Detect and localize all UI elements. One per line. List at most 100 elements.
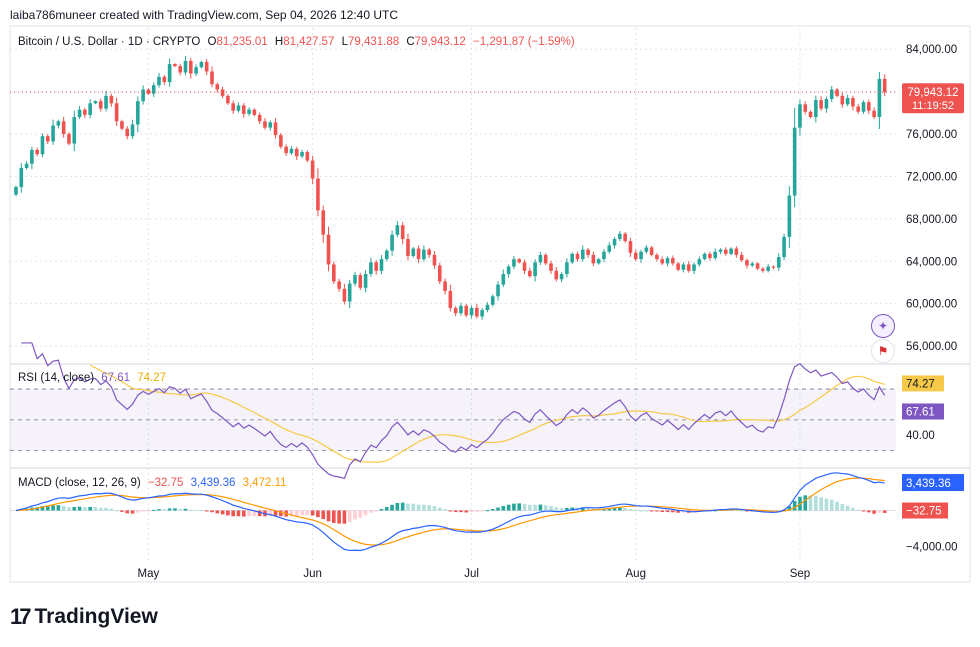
candle-body	[596, 259, 601, 264]
candle-body	[745, 260, 749, 266]
rsi-axis-label: 40.00	[906, 430, 935, 442]
high-value: H81,427.57	[274, 36, 335, 48]
price-axis-label: 64,000.00	[906, 256, 957, 268]
candle-body	[279, 135, 283, 147]
candle-body	[337, 281, 341, 289]
candle-body	[856, 106, 861, 112]
brand-logo: 17 TradingView	[10, 604, 158, 630]
candle-body	[241, 105, 246, 114]
candle-body	[787, 195, 792, 237]
price-axis-label: 60,000.00	[906, 299, 957, 311]
magic-icon[interactable]: ✦	[871, 314, 895, 338]
macd-hist-bar	[490, 509, 495, 511]
macd-hist-bar	[469, 510, 474, 512]
candle-body	[464, 305, 469, 316]
macd-hist-bar	[146, 510, 151, 512]
macd-hist-bar	[877, 510, 882, 513]
candle-body	[226, 95, 230, 104]
macd-hist-bar	[305, 510, 310, 515]
candle-body	[273, 122, 278, 136]
macd-hist-bar	[369, 510, 373, 513]
macd-hist-bar	[559, 508, 564, 511]
macd-hist-bar	[671, 510, 675, 513]
macd-hist-bar	[141, 510, 145, 512]
candle-body	[215, 84, 220, 90]
macd-hist-bar	[586, 507, 590, 511]
macd-hist-bar	[861, 510, 866, 512]
candle-body	[543, 254, 548, 264]
macd-hist-bar	[464, 510, 469, 513]
candle-body	[395, 225, 400, 235]
macd-name[interactable]: MACD (close, 12, 26, 9)	[18, 477, 141, 489]
candle-body	[83, 109, 87, 115]
candle-body	[19, 167, 24, 188]
macd-hist-bar	[247, 510, 251, 517]
candle-body	[231, 103, 235, 111]
candle-body	[692, 264, 696, 271]
candle-body	[522, 262, 527, 271]
macd-hist-bar	[761, 510, 765, 512]
candle-body	[718, 249, 723, 252]
macd-hist-bar	[358, 510, 363, 518]
candle-body	[294, 148, 299, 157]
macd-hist-bar	[528, 504, 532, 511]
candle-body	[443, 281, 447, 291]
candle-body	[867, 102, 871, 111]
candle-body	[798, 104, 802, 128]
candle-body	[289, 148, 294, 154]
low-value: L79,431.88	[341, 36, 400, 48]
macd-hist-bar	[342, 510, 347, 524]
macd-hist-bar	[607, 508, 612, 511]
candle-body	[109, 95, 114, 104]
macd-hist-bar	[220, 510, 225, 515]
macd-hist-bar	[554, 507, 559, 511]
candle-body	[188, 60, 193, 74]
candle-body	[750, 263, 755, 266]
macd-signal-value: 3,472.11	[242, 477, 287, 489]
candle-body	[316, 178, 320, 211]
macd-hist-bar	[273, 510, 278, 516]
macd-hist-bar	[279, 510, 283, 517]
candle-body	[480, 310, 484, 317]
macd-hist-bar	[77, 506, 82, 511]
candle-body	[686, 264, 691, 271]
macd-hist-bar	[40, 506, 45, 511]
macd-hist-bar	[167, 508, 172, 511]
macd-hist-bar	[538, 504, 543, 511]
macd-hist-bar	[803, 495, 808, 511]
candle-body	[570, 253, 574, 263]
candle-body	[114, 103, 119, 122]
candle-body	[268, 122, 273, 128]
symbol-name[interactable]: Bitcoin / U.S. Dollar · 1D · CRYPTO	[18, 36, 201, 48]
macd-hist-bar	[236, 510, 241, 517]
macd-hist-bar	[45, 506, 50, 511]
macd-hist-bar	[739, 510, 744, 512]
candle-body	[427, 249, 431, 255]
candle-body	[490, 296, 495, 305]
candle-body	[183, 60, 188, 73]
rsi-name[interactable]: RSI (14, close)	[18, 372, 95, 384]
change-value: −1,291.87 (−1.59%)	[473, 36, 575, 48]
candle-body	[824, 99, 829, 109]
macd-hist-bar	[257, 510, 262, 517]
macd-hist-bar	[506, 504, 511, 511]
open-value: O81,235.01	[207, 36, 268, 48]
candle-body	[369, 262, 373, 274]
candle-body	[347, 283, 352, 302]
candle-body	[649, 247, 654, 255]
macd-hist-bar	[453, 510, 458, 513]
macd-hist-bar	[570, 507, 574, 511]
macd-hist-bar	[400, 502, 405, 511]
candle-body	[485, 304, 490, 311]
macd-hist-bar	[98, 507, 103, 511]
candle-body	[538, 254, 543, 263]
macd-hist-bar	[353, 510, 357, 520]
macd-hist-bar	[162, 509, 167, 511]
candle-body	[776, 257, 781, 268]
macd-hist-bar	[623, 507, 627, 511]
candle-body	[665, 258, 670, 264]
us-flag-icon[interactable]: ⚑	[871, 339, 895, 363]
rsi-line	[21, 342, 886, 480]
macd-hist-bar	[379, 509, 384, 511]
